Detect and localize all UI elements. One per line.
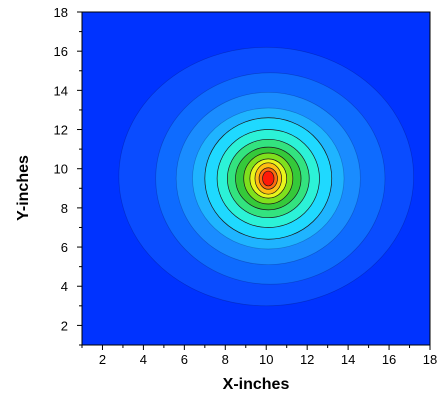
- plot-border: [81, 11, 431, 346]
- y-tick-label: 8: [61, 201, 68, 216]
- y-tick-label: 16: [54, 44, 68, 59]
- x-axis: 2 4 6 8 10 12 14 16 18: [81, 345, 437, 367]
- x-tick-label: 14: [341, 352, 355, 367]
- x-axis-title: X-inches: [223, 376, 290, 393]
- contour-layer: [118, 46, 414, 307]
- x-tick-label: 8: [222, 352, 229, 367]
- y-tick-label: 2: [61, 318, 68, 333]
- contour-level-13: [262, 170, 275, 187]
- y-tick-label: 4: [61, 279, 68, 294]
- y-axis-title: Y-inches: [15, 155, 32, 221]
- y-tick-label: 10: [54, 162, 68, 177]
- x-tick-label: 4: [140, 352, 147, 367]
- x-tick-label: 2: [99, 352, 106, 367]
- x-tick-label: 6: [181, 352, 188, 367]
- y-tick-label: 14: [54, 83, 68, 98]
- y-tick-label: 12: [54, 123, 68, 138]
- y-axis: 2 4 6 8 10 12 14 16 18: [54, 5, 82, 346]
- y-tick-label: 6: [61, 240, 68, 255]
- x-tick-label: 10: [259, 352, 273, 367]
- x-tick-label: 18: [423, 352, 437, 367]
- y-tick-label: 18: [54, 5, 68, 20]
- x-tick-label: 16: [382, 352, 396, 367]
- x-tick-label: 12: [300, 352, 314, 367]
